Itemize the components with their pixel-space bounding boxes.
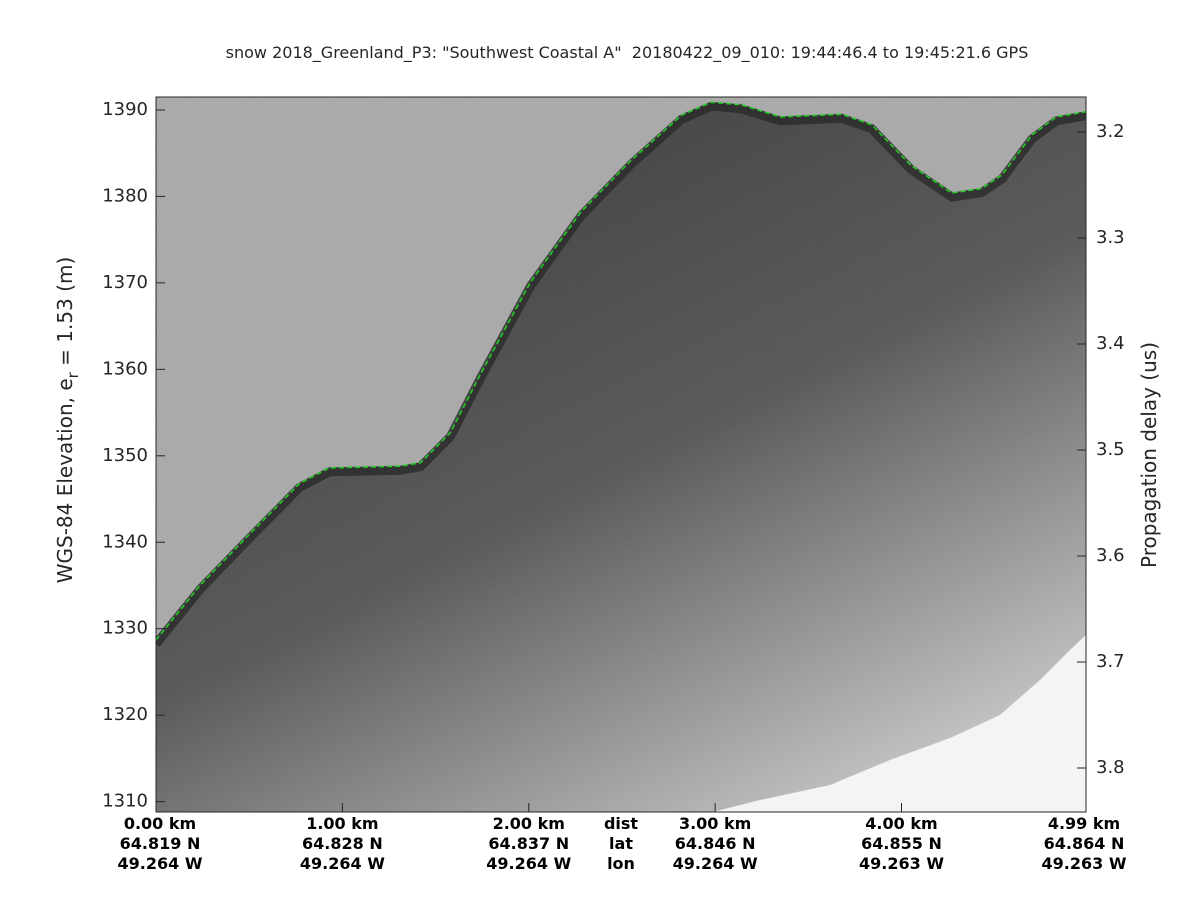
lon-label: 49.263 W — [859, 854, 944, 873]
plot-area — [156, 97, 1086, 812]
noise-texture — [156, 97, 1086, 812]
y2-axis-label: Propagation delay (us) — [1137, 342, 1161, 568]
y2-tick-label: 3.7 — [1096, 651, 1125, 672]
lon-label: 49.264 W — [118, 854, 203, 873]
y-tick-label: 1390 — [102, 99, 148, 120]
y-tick-label: 1330 — [102, 618, 148, 639]
lat-label: 64.846 N — [675, 834, 756, 853]
y-tick-label: 1320 — [102, 704, 148, 725]
y-axis-label: WGS-84 Elevation, er = 1.53 (m) — [53, 257, 82, 584]
y-tick-label: 1350 — [102, 445, 148, 466]
y2-tick-label: 3.4 — [1096, 333, 1125, 354]
chart-title: snow 2018_Greenland_P3: "Southwest Coast… — [226, 43, 1029, 63]
plot-frame — [155, 96, 1087, 813]
x-tick-label: 1.00 km — [306, 814, 378, 833]
row-name: dist — [604, 814, 638, 833]
surface-line — [156, 101, 1086, 641]
row-name: lon — [607, 854, 635, 873]
no-data-region — [712, 634, 1086, 812]
lon-label: 49.264 W — [673, 854, 758, 873]
lat-label: 64.855 N — [861, 834, 942, 853]
lat-label: 64.864 N — [1044, 834, 1125, 853]
y-tick-label: 1360 — [102, 358, 148, 379]
y2-tick-label: 3.5 — [1096, 439, 1125, 460]
y2-tick-label: 3.3 — [1096, 227, 1125, 248]
lon-label: 49.264 W — [486, 854, 571, 873]
y-tick-label: 1310 — [102, 791, 148, 812]
y2-tick-label: 3.6 — [1096, 545, 1125, 566]
lat-label: 64.828 N — [302, 834, 383, 853]
lon-label: 49.263 W — [1042, 854, 1127, 873]
y-label-text: WGS-84 Elevation, e — [53, 378, 77, 583]
y-tick-label: 1370 — [102, 272, 148, 293]
y2-tick-label: 3.8 — [1096, 757, 1125, 778]
lon-label: 49.264 W — [300, 854, 385, 873]
surface-echo — [156, 101, 1086, 647]
x-tick-label: 4.99 km — [1048, 814, 1120, 833]
lat-label: 64.819 N — [120, 834, 201, 853]
lat-label: 64.837 N — [488, 834, 569, 853]
y-label-tail: = 1.53 (m) — [53, 257, 77, 372]
y2-tick-label: 3.2 — [1096, 121, 1125, 142]
y-tick-label: 1380 — [102, 185, 148, 206]
x-tick-label: 4.00 km — [865, 814, 937, 833]
x-tick-label: 2.00 km — [493, 814, 565, 833]
y-tick-label: 1340 — [102, 531, 148, 552]
row-name: lat — [609, 834, 633, 853]
x-tick-label: 0.00 km — [124, 814, 196, 833]
y-label-sub: r — [64, 371, 82, 378]
x-tick-label: 3.00 km — [679, 814, 751, 833]
